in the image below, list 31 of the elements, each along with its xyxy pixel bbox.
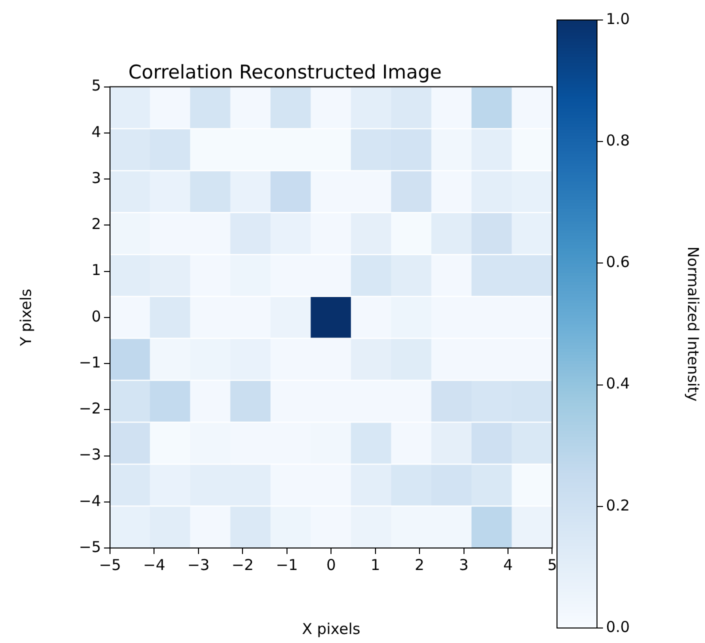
y-tick-label: −3: [78, 446, 101, 464]
color-bar-label: 1.0: [606, 10, 630, 28]
y-tick-label: 1: [91, 261, 101, 280]
color-bar-label: 0.6: [606, 253, 630, 272]
y-tick-label: 3: [91, 168, 101, 187]
x-tick-label: 1: [370, 556, 380, 574]
y-tick-label: −4: [78, 492, 101, 510]
y-tick-label: 0: [91, 307, 101, 326]
y-tick-label: −5: [78, 538, 101, 556]
y-tick-label: 5: [91, 76, 101, 95]
x-axis-title: X pixels: [302, 620, 360, 638]
x-tick-label: 0: [326, 556, 336, 574]
x-tick-label: 5: [547, 556, 557, 574]
x-tick-label: −1: [276, 556, 298, 574]
color-bar-label: 0.4: [606, 374, 630, 393]
color-bar-title: Normalized Intensity: [684, 246, 702, 402]
x-tick-label: 4: [503, 556, 513, 574]
x-tick-label: 2: [414, 556, 424, 574]
color-bar-label: 0.0: [606, 618, 630, 636]
x-tick-label: 3: [459, 556, 469, 574]
color-bar-label: 0.2: [606, 496, 630, 514]
y-tick-label: −1: [78, 353, 101, 372]
y-tick-label: 2: [91, 215, 101, 234]
x-tick-label: −4: [143, 556, 166, 574]
y-tick-label: −2: [78, 400, 101, 418]
y-tick-label: 4: [91, 122, 101, 141]
chart-title: Correlation Reconstructed Image: [128, 61, 442, 84]
color-bar-label: 0.8: [606, 131, 630, 150]
y-axis-title: Y pixels: [16, 288, 35, 348]
x-tick-label: −3: [187, 556, 210, 574]
x-tick-label: −2: [232, 556, 254, 574]
